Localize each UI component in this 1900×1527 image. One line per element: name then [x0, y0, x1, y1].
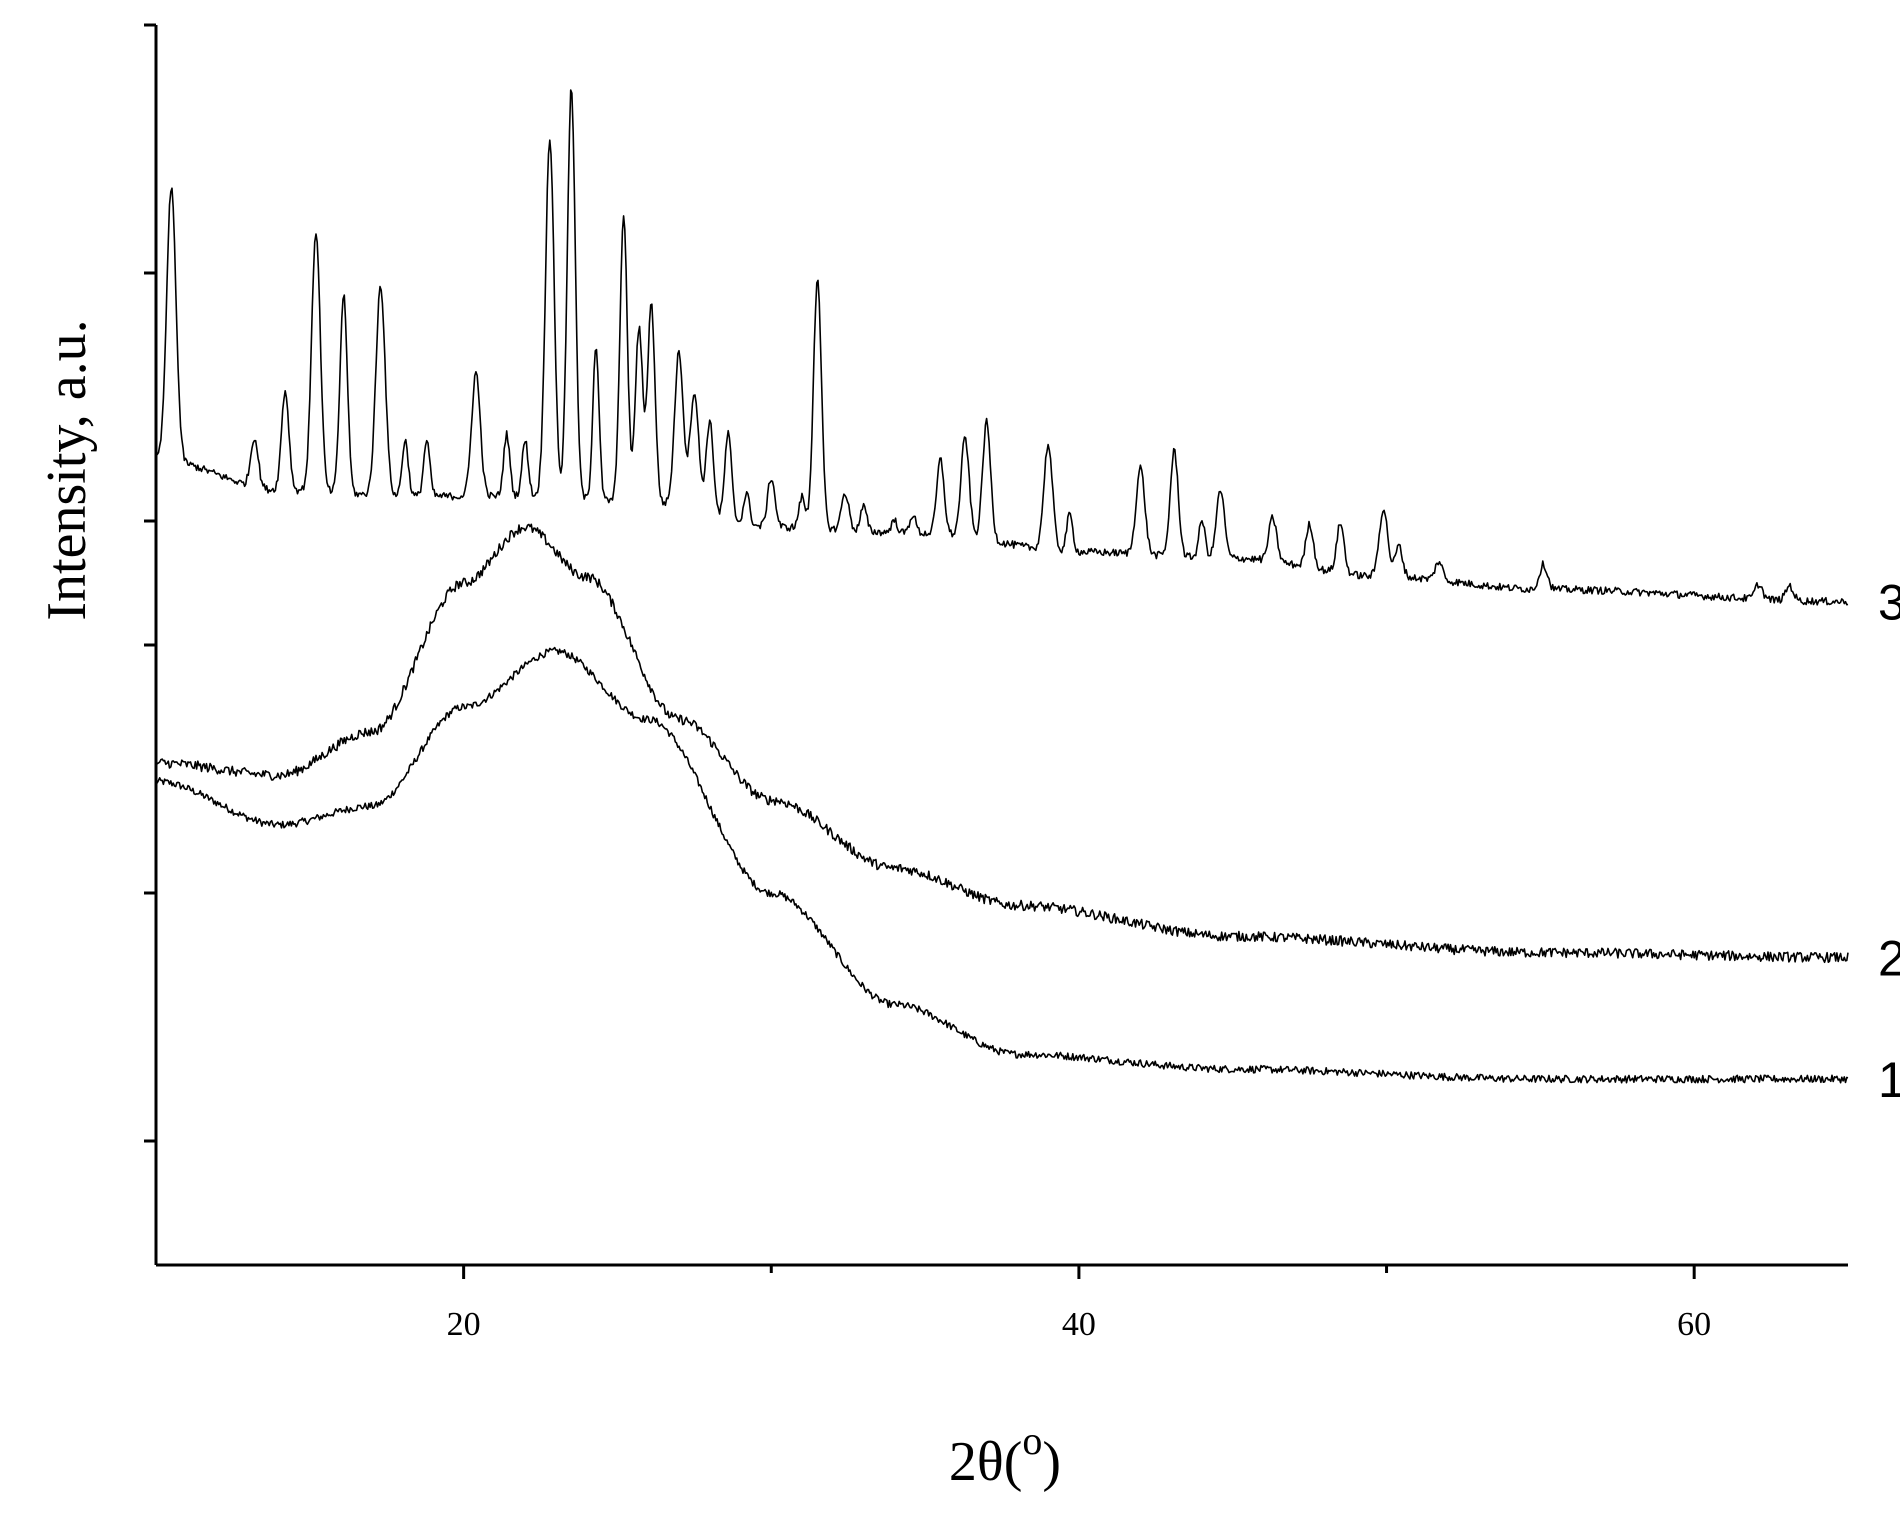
series-layer: [155, 89, 1849, 1084]
x-ticks: 20 40 60: [447, 1265, 1711, 1343]
series-line-2: [155, 523, 1849, 964]
y-axis-title: Intensity, a.u.: [36, 319, 98, 620]
series-label-2: 2: [1878, 930, 1900, 986]
series-line-3: [155, 89, 1849, 606]
series-label-3: 3: [1878, 575, 1900, 631]
series-line-1: [155, 646, 1849, 1084]
series-labels: 1 2 3: [1878, 575, 1900, 1108]
x-tick-label: 20: [447, 1306, 481, 1343]
x-tick-label: 60: [1677, 1306, 1711, 1343]
x-tick-label: 40: [1062, 1306, 1096, 1343]
x-axis-title: 2θ(o): [949, 1418, 1061, 1493]
y-ticks: [144, 23, 156, 1143]
series-label-1: 1: [1878, 1052, 1900, 1108]
